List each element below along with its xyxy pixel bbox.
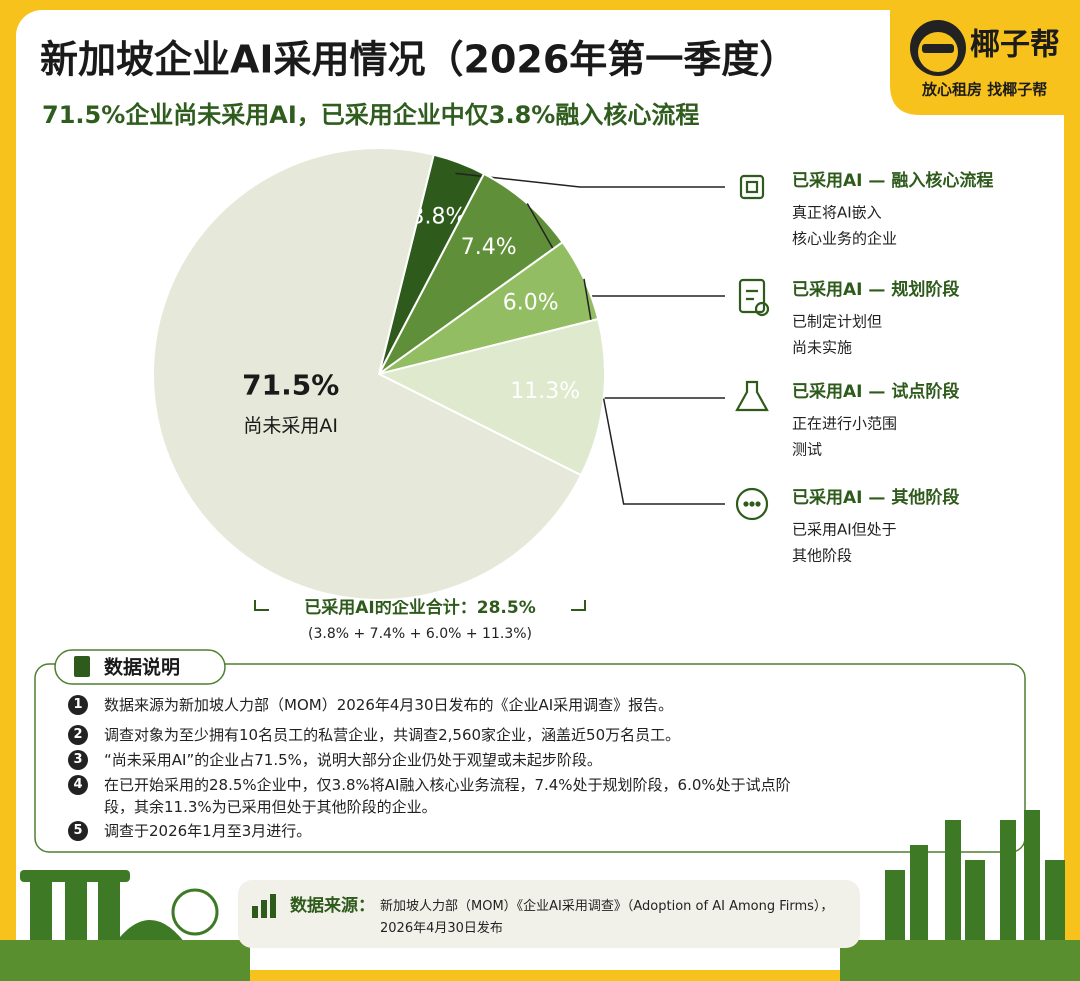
legend-description: 测试 — [792, 441, 822, 459]
icon-part — [745, 180, 759, 194]
note-number: 1 — [68, 695, 88, 715]
value-label: 6.0% — [503, 291, 559, 316]
pie-slice — [152, 147, 583, 601]
value-label: 71.5% — [242, 369, 339, 402]
note-text: 调查于2026年1月至3月进行。 — [104, 822, 312, 840]
icon-part — [755, 501, 761, 507]
category-label: 尚未采用AI — [243, 415, 338, 437]
legend-label: 已采用AI — 融入核心流程 — [792, 170, 993, 191]
summary-bracket — [254, 600, 586, 611]
notes-box — [34, 663, 1026, 853]
note-number: 2 — [68, 725, 88, 745]
legend-description: 正在进行小范围 — [792, 415, 897, 433]
summary-breakdown: (3.8% + 7.4% + 6.0% + 11.3%) — [308, 626, 532, 642]
brand-slogan: 放心租房 找椰子帮 — [921, 81, 1047, 99]
note-number: 4 — [68, 775, 88, 795]
legend-icon — [735, 487, 769, 521]
icon-part — [743, 501, 749, 507]
notes-icon — [74, 656, 90, 677]
legend-description: 其他阶段 — [792, 547, 852, 565]
legend-label: 已采用AI — 规划阶段 — [792, 279, 959, 300]
source-box — [238, 880, 860, 948]
note-text: 数据来源为新加坡人力部（MOM）2026年4月30日发布的《企业AI采用调查》报… — [104, 696, 674, 714]
legend-description: 核心业务的企业 — [792, 230, 897, 248]
legend-description: 尚未实施 — [792, 339, 852, 357]
icon-part — [746, 289, 758, 301]
legend-icon — [738, 278, 770, 317]
icon-part — [735, 487, 769, 521]
legend-icon — [735, 380, 769, 412]
icon-part — [749, 501, 755, 507]
value-label: 11.3% — [510, 379, 580, 404]
note-number: 5 — [68, 821, 88, 841]
chart-subtitle: 71.5%企业尚未采用AI，已采用企业中仅3.8%融入核心流程 — [42, 101, 699, 129]
chart-title: 新加坡企业AI采用情况（2026年第一季度） — [40, 38, 797, 82]
icon-part — [754, 301, 770, 317]
brand-name: 椰子帮 — [970, 28, 1060, 63]
source-text: 新加坡人力部（MOM）《企业AI采用调查》（Adoption of AI Amo… — [380, 899, 834, 936]
note-text: 在已开始采用的28.5%企业中，仅3.8%将AI融入核心业务流程，7.4%处于规… — [104, 776, 791, 816]
skyline-right — [840, 810, 1080, 981]
skyline-left — [0, 870, 250, 981]
legend-label: 已采用AI — 试点阶段 — [792, 381, 959, 402]
pie-slice — [376, 317, 606, 477]
legend-description: 已制定计划但 — [792, 313, 882, 331]
notes-tab — [54, 649, 226, 685]
legend-label: 已采用AI — 其他阶段 — [792, 487, 959, 508]
note-text: 调查对象为至少拥有10名员工的私营企业，共调查2,560家企业，涵盖近50万名员… — [104, 726, 681, 744]
icon-part — [739, 174, 765, 200]
note-text: “尚未采用AI”的企业占71.5%，说明大部分企业仍处于观望或未起步阶段。 — [104, 751, 602, 769]
legend-description: 真正将AI嵌入 — [792, 204, 882, 222]
brand-logo-glasses — [922, 44, 954, 53]
value-label: 7.4% — [461, 235, 517, 260]
summary-total: 已采用AI的企业合计：28.5% — [304, 597, 535, 618]
legend-icon — [739, 174, 765, 200]
note-number: 3 — [68, 750, 88, 770]
source-icon — [252, 894, 276, 918]
notes-title: 数据说明 — [104, 656, 180, 679]
legend-description: 已采用AI但处于 — [792, 521, 897, 539]
leader-line — [602, 398, 725, 505]
leader-line — [455, 172, 725, 188]
icon-part — [735, 380, 769, 412]
icon-part — [738, 278, 766, 314]
source-label: 数据来源： — [290, 895, 375, 916]
